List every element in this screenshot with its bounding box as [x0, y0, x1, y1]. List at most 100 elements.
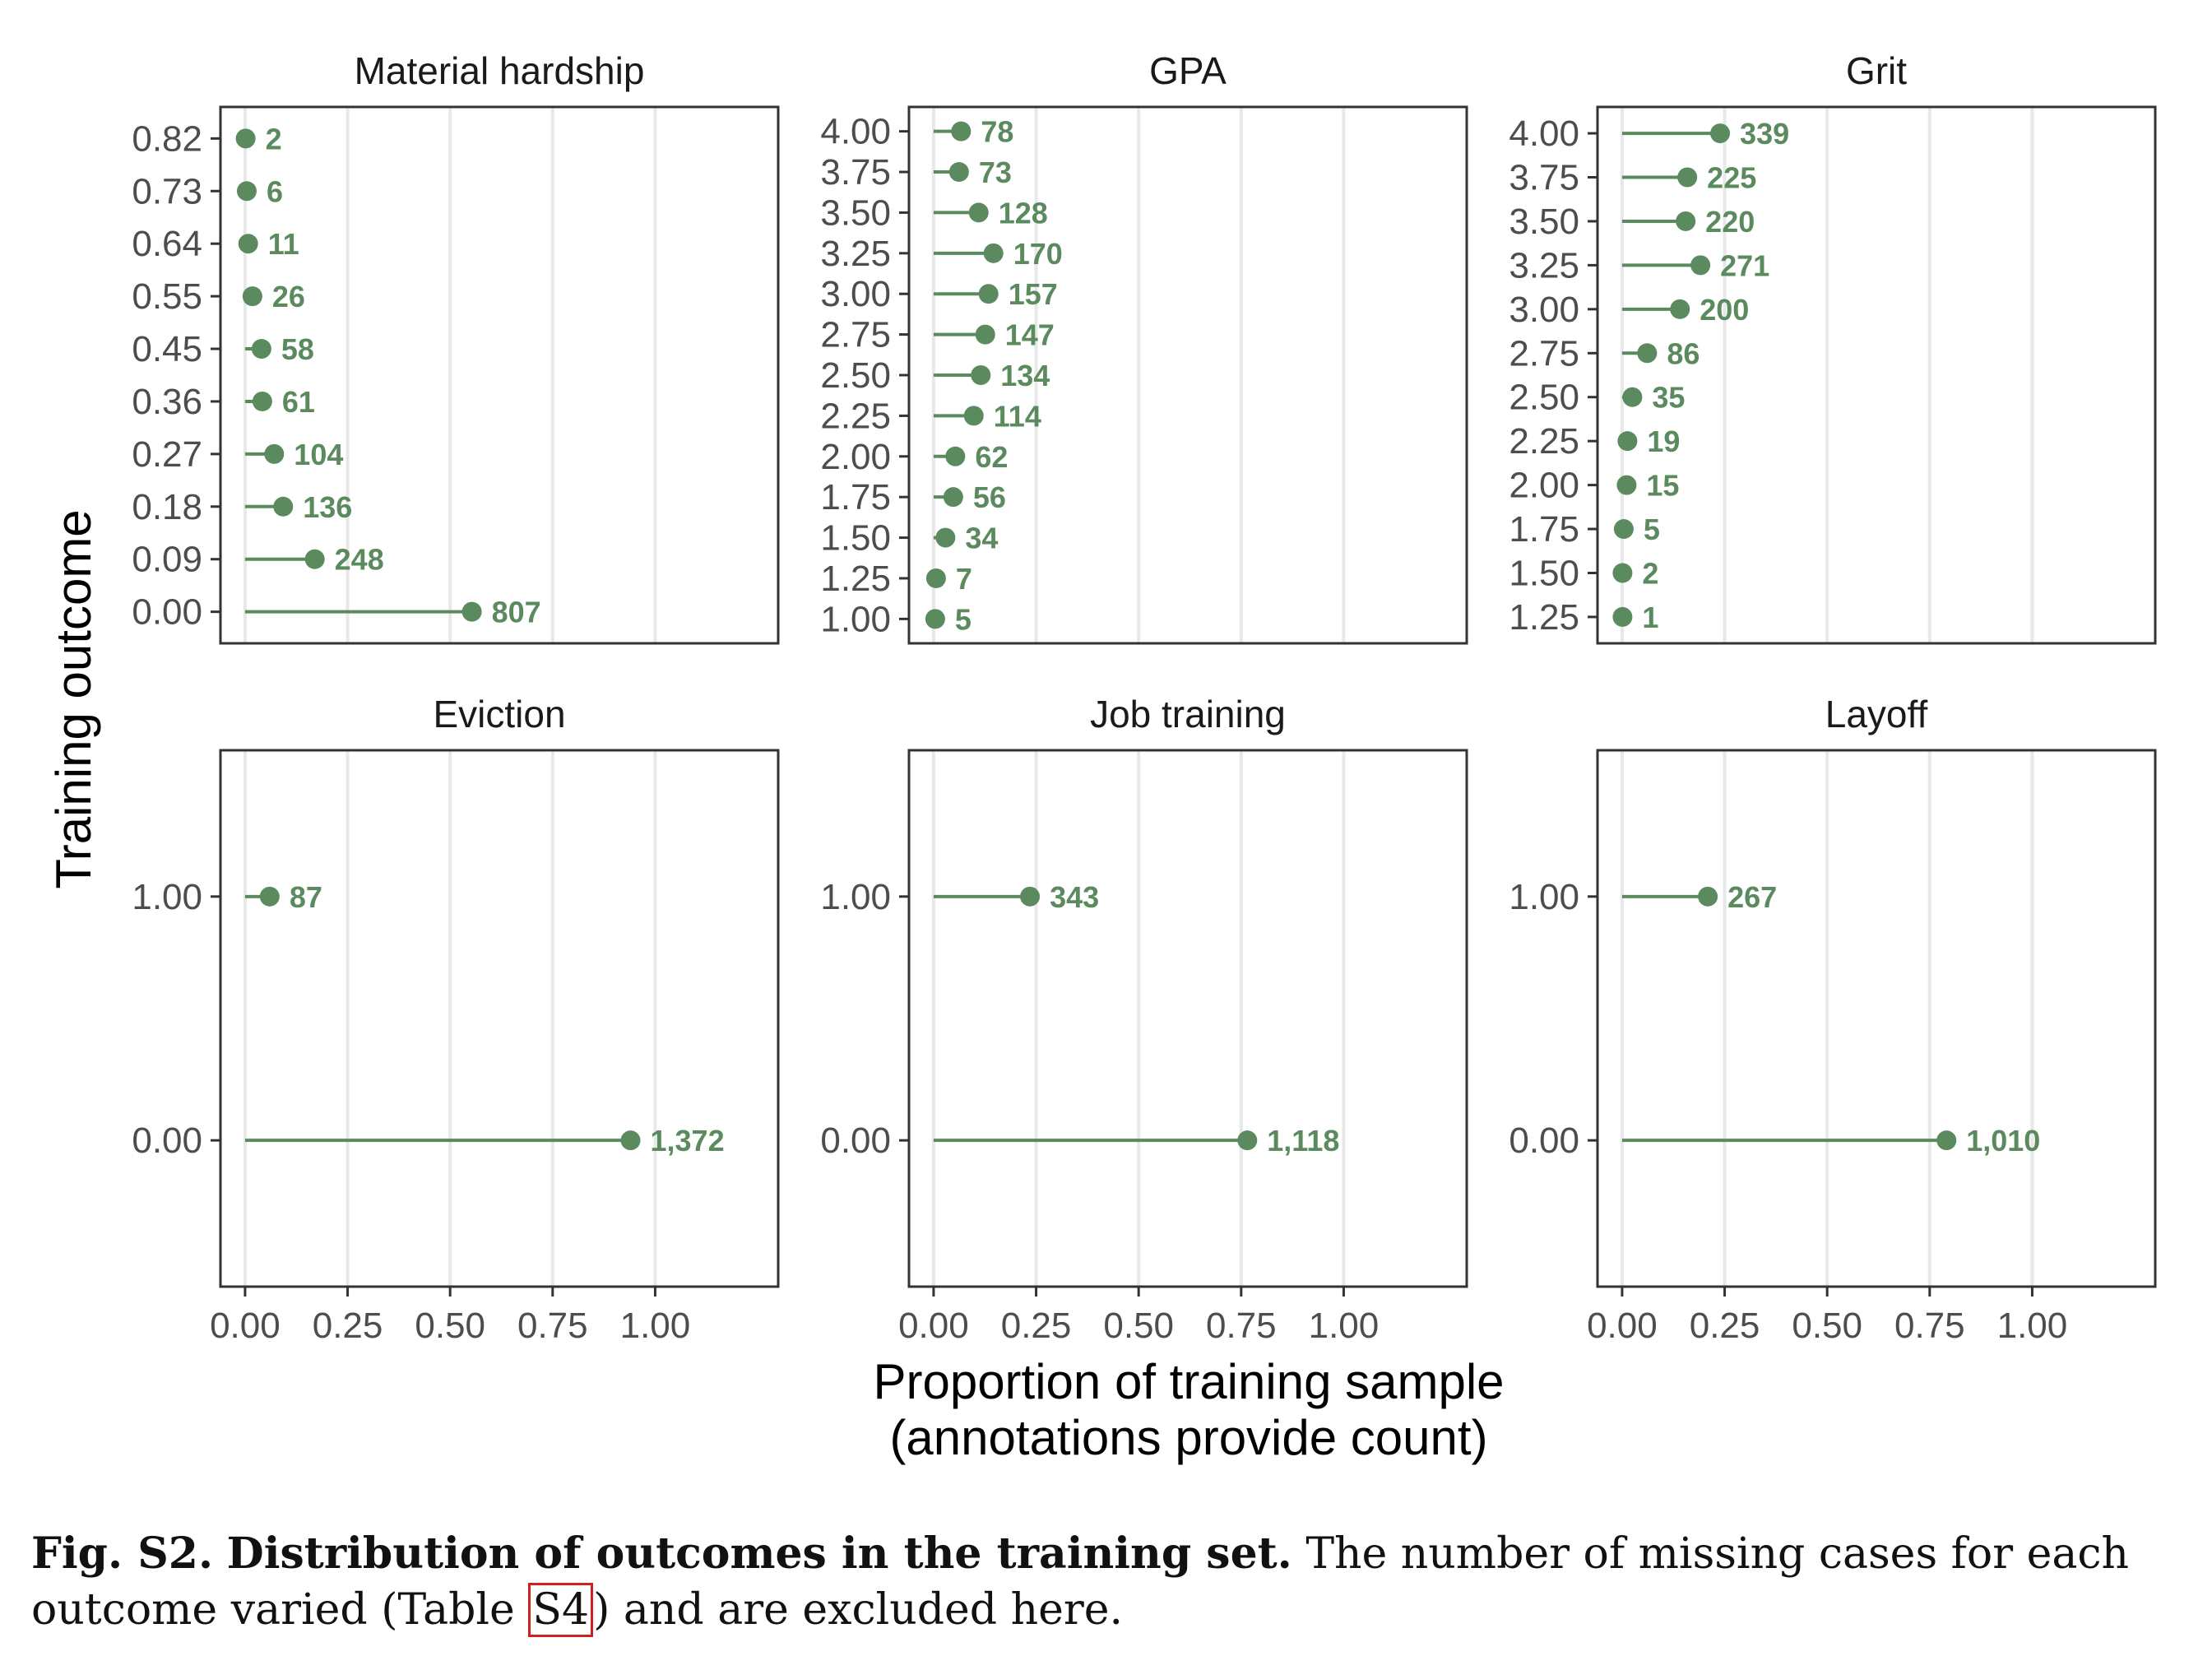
panel-frame [907, 105, 1468, 645]
count-label: 87 [290, 880, 322, 914]
y-tick-label: 0.36 [132, 382, 202, 422]
count-label: 114 [994, 399, 1041, 433]
count-label: 1,118 [1267, 1124, 1339, 1157]
count-label: 62 [975, 440, 1008, 474]
lollipop-point [242, 286, 262, 307]
count-label: 58 [281, 332, 314, 366]
y-tick-label: 1.00 [820, 599, 891, 639]
y-tick-label: 2.25 [1509, 421, 1579, 462]
lollipop-point [1710, 123, 1731, 144]
count-label: 339 [1740, 117, 1789, 151]
y-tick-label: 1.00 [1509, 877, 1579, 917]
count-label: 5 [1644, 513, 1660, 546]
lollipop-point [620, 1130, 641, 1151]
y-axis-title: Training outcome [46, 509, 101, 888]
lollipop-point [251, 339, 271, 360]
y-tick-label: 3.75 [820, 152, 891, 193]
panel-layoff: Layoff 267 1.00 1,010 0.00 0.00 0.25 0.50 0.75 1.… [1509, 693, 2157, 1346]
caption-table-link[interactable]: S4 [528, 1583, 594, 1637]
lollipop-point [235, 128, 256, 149]
y-tick-label: 0.64 [132, 224, 202, 264]
y-tick-label: 0.73 [132, 171, 202, 211]
y-tick-label: 3.00 [820, 274, 891, 314]
y-tick-label: 3.25 [1509, 245, 1579, 285]
lollipop-point [975, 324, 995, 345]
lollipop-point [461, 601, 482, 622]
lollipop-point [1622, 387, 1643, 407]
count-label: 807 [492, 596, 541, 629]
lollipop-point [951, 121, 972, 141]
count-label: 248 [335, 543, 384, 577]
count-label: 19 [1647, 424, 1680, 458]
x-tick-label: 0.50 [415, 1306, 485, 1346]
count-label: 34 [965, 522, 998, 555]
y-tick-label: 0.55 [132, 276, 202, 317]
lollipop-point [264, 443, 285, 464]
lollipop-point [238, 234, 258, 254]
y-tick-label: 3.50 [1509, 202, 1579, 242]
x-tick-label: 0.50 [1103, 1306, 1174, 1346]
panel-title: Grit [1846, 49, 1907, 92]
y-tick-label: 0.09 [132, 540, 202, 580]
count-label: 147 [1005, 318, 1055, 352]
y-tick-label: 3.50 [820, 193, 891, 233]
caption-label: Fig. S2. [31, 1529, 214, 1579]
panel-job-training: Job training 343 1.00 1,118 0.00 0.00 0.25 0.50… [820, 693, 1468, 1346]
panel-material-hardship: Material hardship 2 0.82 6 0.73 11 0.64 26 0.55 5… [132, 49, 780, 645]
x-tick-label: 0.25 [1690, 1306, 1760, 1346]
lollipop-point [1616, 475, 1637, 495]
panel-frame [907, 749, 1468, 1288]
lollipop-point [983, 243, 1004, 263]
y-tick-label: 1.25 [820, 559, 891, 599]
x-tick-label: 0.00 [1587, 1306, 1658, 1346]
lollipop-point [1690, 255, 1711, 276]
y-tick-label: 3.75 [1509, 158, 1579, 198]
y-tick-label: 1.50 [1509, 553, 1579, 593]
y-tick-label: 2.75 [1509, 333, 1579, 373]
count-label: 200 [1700, 293, 1749, 327]
y-tick-label: 0.00 [132, 592, 202, 633]
x-axis-title-line2: (annotations provide count) [889, 1410, 1487, 1465]
lollipop-point [1020, 886, 1041, 907]
count-label: 26 [272, 280, 305, 313]
count-label: 11 [268, 227, 299, 261]
caption-title: Distribution of outcomes in the training… [226, 1529, 1292, 1579]
count-label: 73 [979, 155, 1012, 189]
y-tick-label: 1.50 [820, 518, 891, 559]
lollipop-point [1936, 1130, 1957, 1151]
count-label: 128 [999, 196, 1048, 230]
y-tick-label: 0.27 [132, 434, 202, 475]
x-axis-title-line1: Proportion of training sample [873, 1354, 1504, 1409]
caption-text-before: The number of missing cases for each out… [31, 1529, 2129, 1635]
panel-frame [219, 749, 780, 1288]
y-tick-label: 1.00 [820, 877, 891, 917]
y-tick-label: 1.00 [132, 877, 202, 917]
x-tick-label: 0.25 [1001, 1306, 1072, 1346]
count-label: 86 [1667, 336, 1700, 370]
lollipop-point [1612, 606, 1633, 627]
lollipop-point [1613, 519, 1634, 540]
figure-panels: Training outcome Proportion of training … [46, 49, 2157, 1465]
count-label: 170 [1013, 237, 1063, 271]
lollipop-point [1237, 1130, 1258, 1151]
x-tick-label: 0.00 [210, 1306, 281, 1346]
count-label: 1,372 [651, 1124, 725, 1157]
x-tick-label: 0.25 [313, 1306, 383, 1346]
panel-frame [219, 105, 780, 645]
y-tick-label: 0.18 [132, 487, 202, 527]
count-label: 267 [1727, 880, 1777, 914]
count-label: 1 [1642, 601, 1658, 634]
y-tick-label: 0.00 [1509, 1120, 1579, 1161]
lollipop-point [971, 365, 991, 385]
lollipop-point [1676, 211, 1696, 231]
y-tick-label: 0.45 [132, 329, 202, 369]
count-label: 134 [1000, 359, 1050, 392]
y-tick-label: 0.00 [820, 1120, 891, 1161]
count-label: 35 [1652, 381, 1685, 415]
x-tick-label: 0.75 [1894, 1306, 1965, 1346]
count-label: 136 [303, 490, 352, 524]
count-label: 343 [1050, 880, 1099, 914]
lollipop-point [236, 181, 257, 202]
panel-title: Layoff [1825, 693, 1928, 735]
count-label: 15 [1646, 469, 1679, 503]
